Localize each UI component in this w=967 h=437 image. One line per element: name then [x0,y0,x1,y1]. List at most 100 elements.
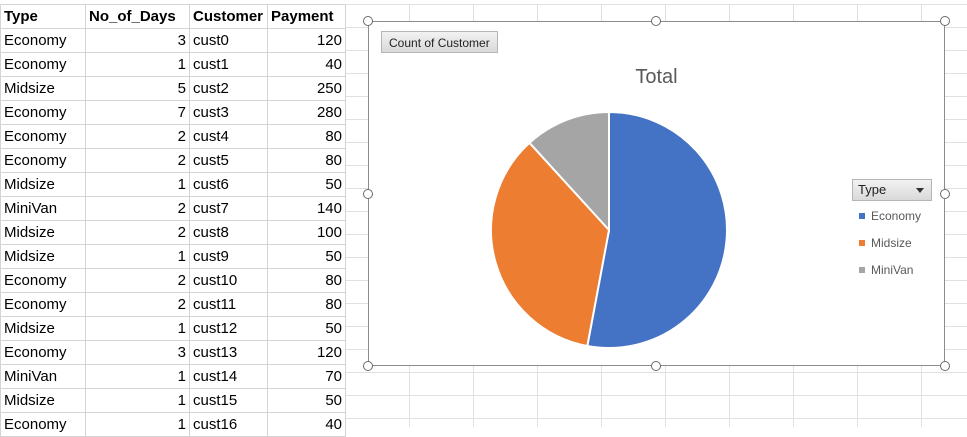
type-cell[interactable]: MiniVan [0,364,86,389]
legend-field-button[interactable]: Type [852,179,932,201]
days-cell[interactable]: 1 [85,244,190,269]
days-cell[interactable]: 1 [85,412,190,437]
type-cell[interactable]: Economy [0,268,86,293]
table-row[interactable]: Economy 1 cust1 40 [0,52,346,77]
payment-cell[interactable]: 100 [267,220,346,245]
type-cell[interactable]: Economy [0,100,86,125]
type-cell[interactable]: Economy [0,412,86,437]
table-row[interactable]: Economy 1 cust16 40 [0,412,346,437]
customer-cell[interactable]: cust12 [189,316,268,341]
payment-cell[interactable]: 50 [267,316,346,341]
customer-cell[interactable]: cust6 [189,172,268,197]
customer-cell[interactable]: cust9 [189,244,268,269]
header-row[interactable]: Type No_of_Days Customer Payment [0,4,346,29]
pie-chart-object[interactable]: Count of Customer Total Type Economy Mids… [368,21,945,366]
chevron-down-icon[interactable] [916,188,924,193]
payment-cell[interactable]: 120 [267,340,346,365]
payment-cell[interactable]: 70 [267,364,346,389]
payment-cell[interactable]: 140 [267,196,346,221]
type-cell[interactable]: Midsize [0,388,86,413]
legend-item-economy[interactable]: Economy [859,208,921,224]
table-row[interactable]: Economy 2 cust4 80 [0,124,346,149]
type-cell[interactable]: Midsize [0,76,86,101]
days-cell[interactable]: 5 [85,76,190,101]
customer-cell[interactable]: cust13 [189,340,268,365]
resize-handle-bottom-left[interactable] [363,361,373,371]
customer-cell[interactable]: cust16 [189,412,268,437]
type-cell[interactable]: Economy [0,28,86,53]
type-cell[interactable]: Economy [0,292,86,317]
customer-cell[interactable]: cust0 [189,28,268,53]
days-cell[interactable]: 1 [85,388,190,413]
table-row[interactable]: Economy 3 cust13 120 [0,340,346,365]
table-row[interactable]: Economy 2 cust11 80 [0,292,346,317]
resize-handle-middle-left[interactable] [363,189,373,199]
payment-cell[interactable]: 80 [267,148,346,173]
type-cell[interactable]: Economy [0,52,86,77]
pie-plot-area[interactable] [489,110,729,350]
pie-slice-midsize[interactable] [490,141,611,348]
value-field-button[interactable]: Count of Customer [381,31,498,53]
table-row[interactable]: MiniVan 1 cust14 70 [0,364,346,389]
payment-cell[interactable]: 50 [267,172,346,197]
customer-cell[interactable]: cust11 [189,292,268,317]
payment-cell[interactable]: 280 [267,100,346,125]
customer-cell[interactable]: cust4 [189,124,268,149]
days-cell[interactable]: 2 [85,292,190,317]
payment-cell[interactable]: 50 [267,244,346,269]
resize-handle-top-right[interactable] [940,16,950,26]
table-row[interactable]: Midsize 1 cust15 50 [0,388,346,413]
table-row[interactable]: Economy 2 cust10 80 [0,268,346,293]
days-cell[interactable]: 1 [85,52,190,77]
payment-cell[interactable]: 80 [267,124,346,149]
customer-cell[interactable]: cust1 [189,52,268,77]
payment-cell[interactable]: 80 [267,268,346,293]
resize-handle-bottom-right[interactable] [940,361,950,371]
chart-title[interactable]: Total [635,66,678,88]
resize-handle-bottom-center[interactable] [651,361,661,371]
type-cell[interactable]: Midsize [0,316,86,341]
customer-cell[interactable]: cust14 [189,364,268,389]
customer-cell[interactable]: cust7 [189,196,268,221]
table-row[interactable]: Midsize 1 cust6 50 [0,172,346,197]
header-cell[interactable]: Customer [189,4,268,29]
payment-cell[interactable]: 250 [267,76,346,101]
days-cell[interactable]: 3 [85,340,190,365]
type-cell[interactable]: Midsize [0,172,86,197]
table-row[interactable]: Midsize 5 cust2 250 [0,76,346,101]
days-cell[interactable]: 2 [85,196,190,221]
table-row[interactable]: Economy 7 cust3 280 [0,100,346,125]
customer-cell[interactable]: cust8 [189,220,268,245]
resize-handle-top-center[interactable] [651,16,661,26]
legend-item-minivan[interactable]: MiniVan [859,262,913,278]
header-cell[interactable]: Payment [267,4,346,29]
resize-handle-middle-right[interactable] [940,189,950,199]
days-cell[interactable]: 1 [85,364,190,389]
type-cell[interactable]: MiniVan [0,196,86,221]
type-cell[interactable]: Midsize [0,244,86,269]
days-cell[interactable]: 2 [85,148,190,173]
days-cell[interactable]: 7 [85,100,190,125]
days-cell[interactable]: 1 [85,172,190,197]
type-cell[interactable]: Economy [0,148,86,173]
type-cell[interactable]: Economy [0,124,86,149]
customer-cell[interactable]: cust5 [189,148,268,173]
payment-cell[interactable]: 120 [267,28,346,53]
customer-cell[interactable]: cust3 [189,100,268,125]
pie-slice-economy[interactable] [586,110,728,349]
pie-slice-minivan[interactable] [528,110,610,233]
spreadsheet-table[interactable]: Type No_of_Days Customer Payment Economy 3 cus… [0,4,346,437]
payment-cell[interactable]: 40 [267,412,346,437]
table-row[interactable]: Economy 3 cust0 120 [0,28,346,53]
table-row[interactable]: Midsize 1 cust9 50 [0,244,346,269]
table-row[interactable]: Economy 2 cust5 80 [0,148,346,173]
header-cell[interactable]: Type [0,4,86,29]
customer-cell[interactable]: cust15 [189,388,268,413]
days-cell[interactable]: 2 [85,268,190,293]
days-cell[interactable]: 3 [85,28,190,53]
table-row[interactable]: Midsize 2 cust8 100 [0,220,346,245]
days-cell[interactable]: 1 [85,316,190,341]
type-cell[interactable]: Midsize [0,220,86,245]
type-cell[interactable]: Economy [0,340,86,365]
table-row[interactable]: MiniVan 2 cust7 140 [0,196,346,221]
